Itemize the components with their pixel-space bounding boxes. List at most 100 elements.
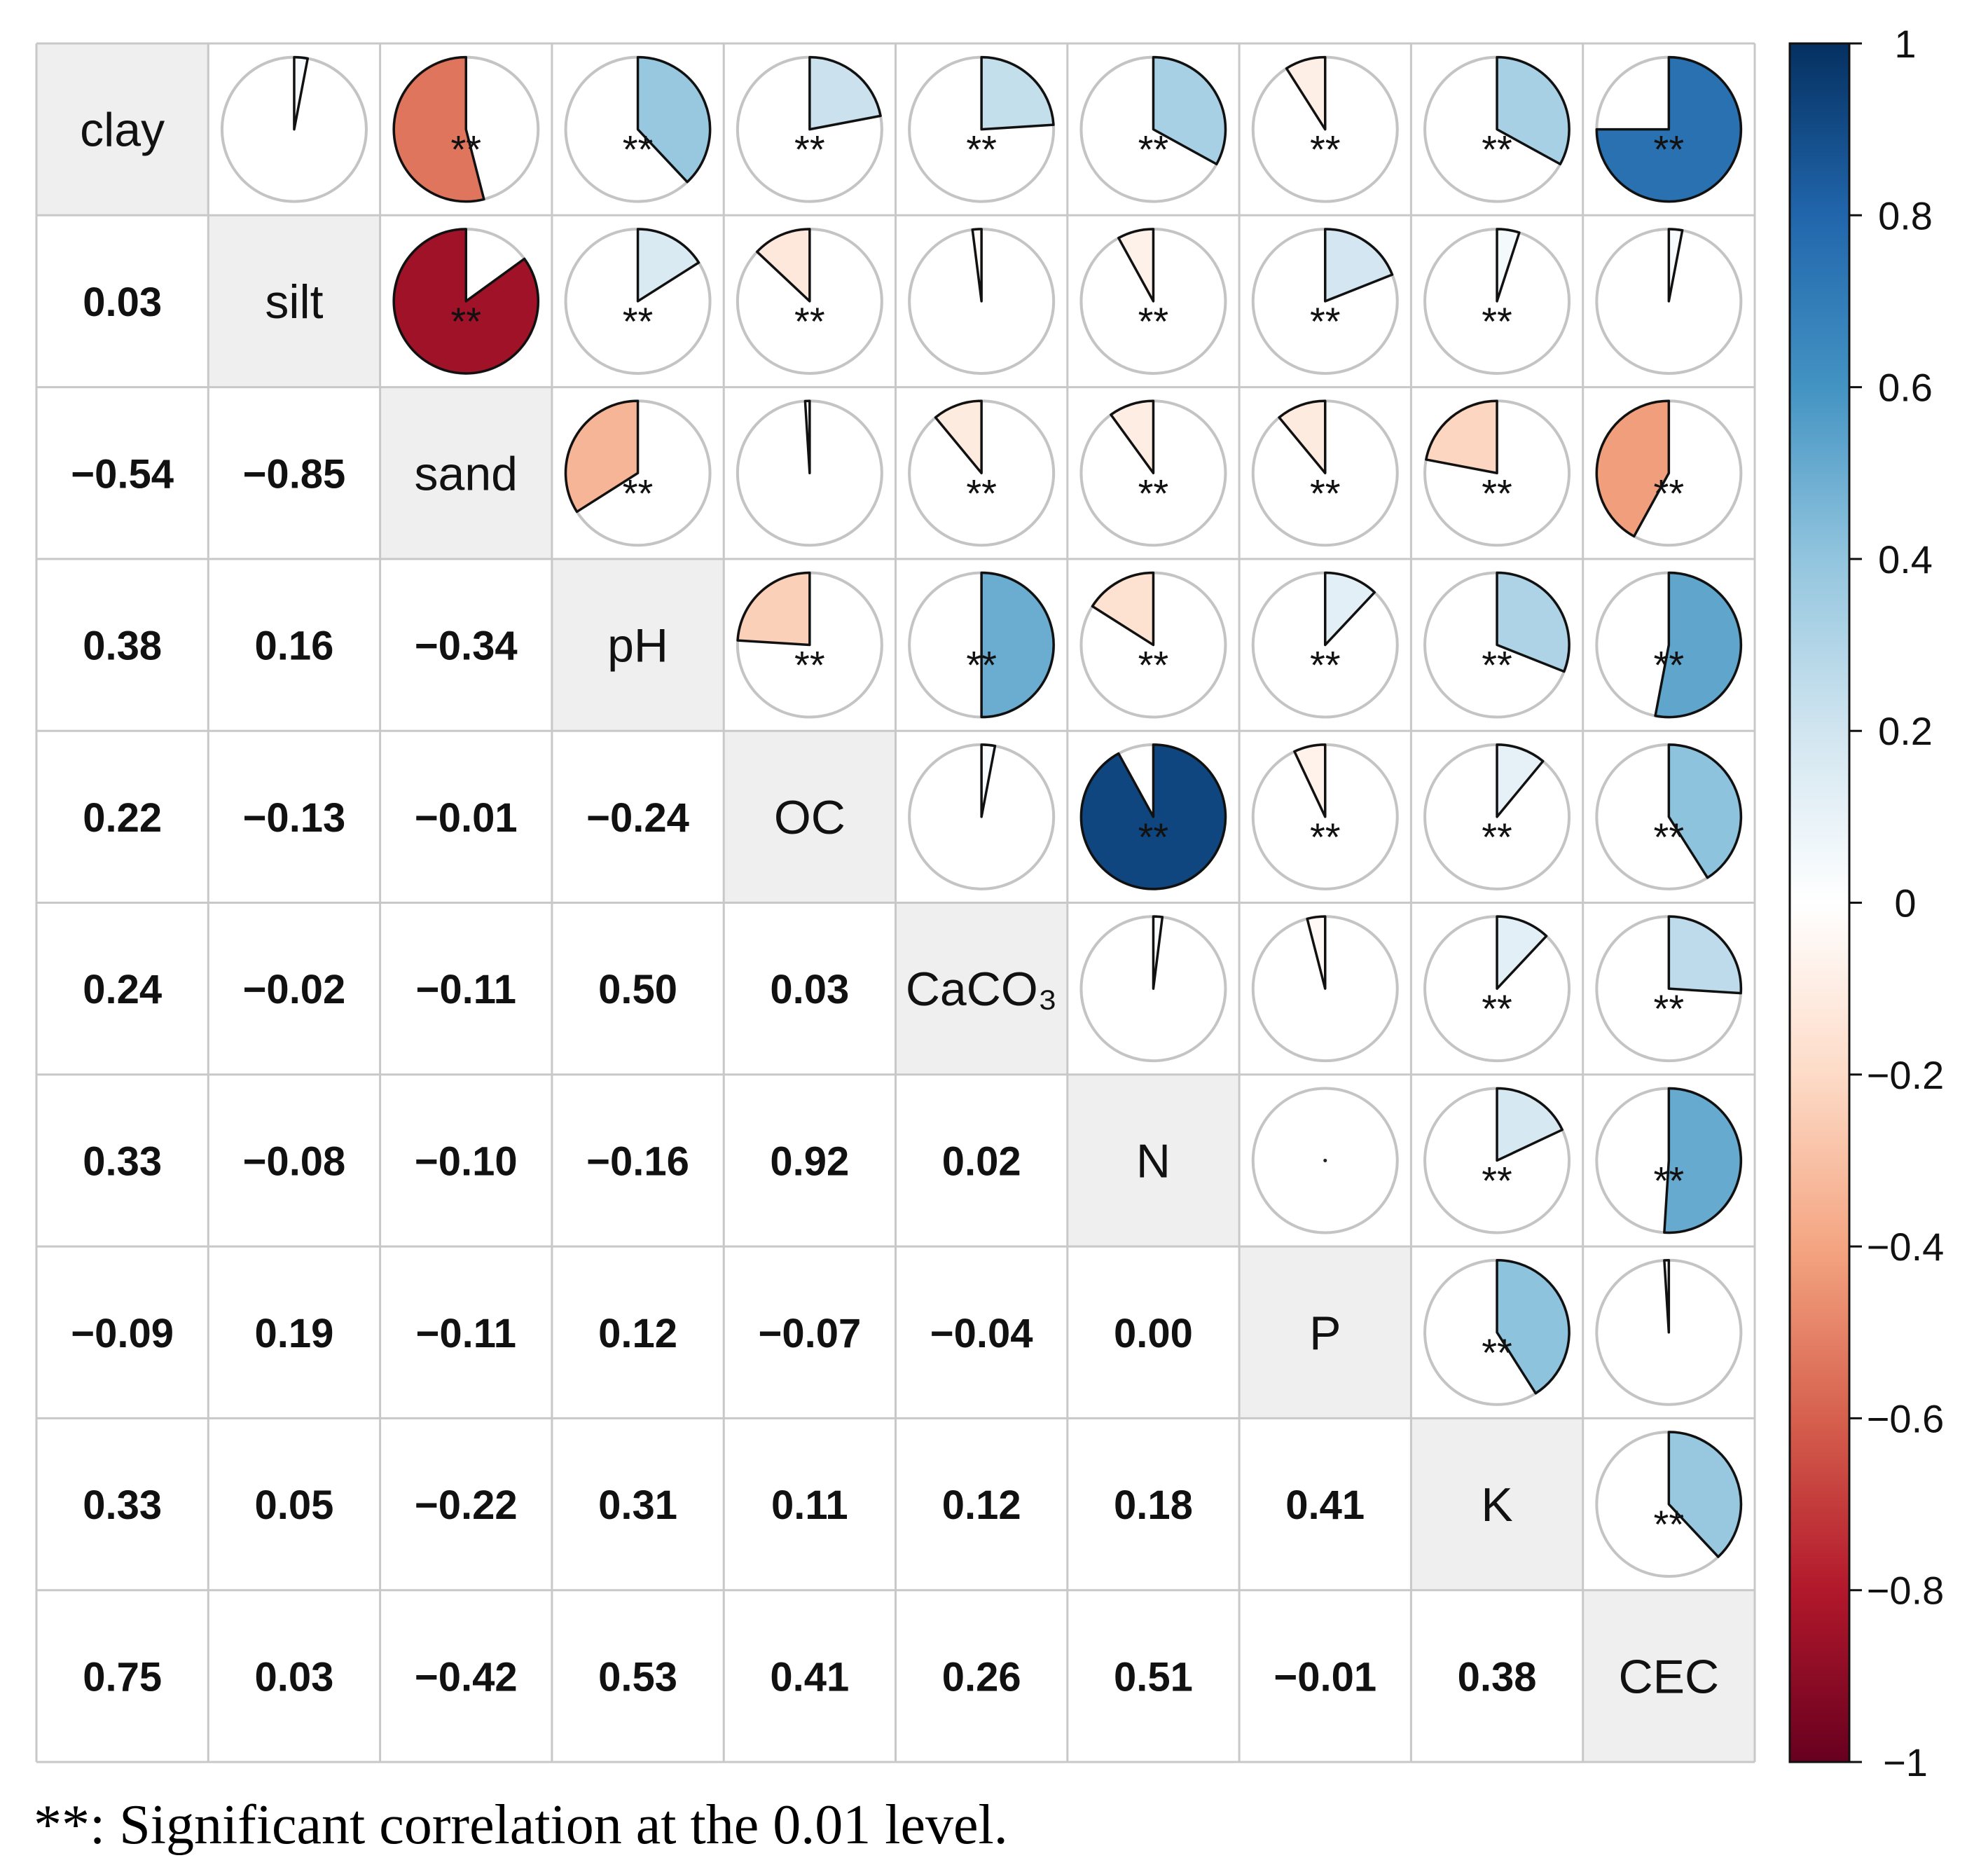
pie-slice — [934, 399, 983, 474]
significance-marker: ** — [966, 643, 997, 687]
pie-slice — [1152, 915, 1164, 990]
correlation-value: 0.53 — [598, 1654, 677, 1700]
correlation-value: −0.10 — [415, 1138, 518, 1184]
pie-slice — [1323, 1158, 1327, 1162]
correlation-value: 0.38 — [1458, 1654, 1537, 1700]
pie-slice — [971, 228, 983, 303]
pie-slice — [1667, 228, 1684, 303]
pie-slice — [1152, 55, 1227, 166]
footnote: **: Significant correlation at the 0.01 … — [34, 1794, 1008, 1856]
pie-slice — [1496, 1087, 1564, 1162]
variable-label: CEC — [1619, 1650, 1720, 1703]
pie-slice — [1278, 399, 1327, 474]
significance-marker: ** — [1654, 471, 1685, 515]
diagonal-cell — [895, 902, 1068, 1075]
correlation-value: −0.16 — [586, 1138, 689, 1184]
pie-slice — [293, 55, 309, 131]
colorbar-tick-label: −0.6 — [1867, 1396, 1945, 1440]
correlation-value: −0.24 — [586, 795, 689, 841]
colorbar-tick-label: 0.2 — [1878, 709, 1933, 753]
correlation-value: 0.18 — [1114, 1482, 1193, 1528]
diagonal-cell — [1067, 1074, 1240, 1247]
variable-label: sand — [415, 447, 518, 500]
pie-slice — [1324, 571, 1376, 647]
significance-marker: ** — [1482, 815, 1512, 859]
significance-marker: ** — [1310, 471, 1341, 515]
significance-marker: ** — [1138, 643, 1169, 687]
pie-slice — [1595, 399, 1671, 538]
correlation-value: 0.31 — [598, 1482, 677, 1528]
diagonal-cell — [1411, 1418, 1583, 1590]
correlation-value: 0.12 — [942, 1482, 1021, 1528]
colorbar-tick-label: 0.4 — [1878, 537, 1933, 581]
significance-marker: ** — [1654, 815, 1685, 859]
significance-marker: ** — [1310, 643, 1341, 687]
significance-marker: ** — [1654, 1502, 1685, 1546]
significance-marker: ** — [1654, 128, 1685, 172]
significance-marker: ** — [794, 128, 825, 172]
pie-slice — [803, 399, 811, 474]
correlation-value: −0.11 — [415, 967, 516, 1012]
pie-slice — [808, 55, 882, 131]
significance-marker: ** — [1654, 986, 1685, 1031]
pie-slice — [1654, 571, 1743, 719]
pie-slice — [636, 55, 712, 184]
variable-label: CaCO₃ — [906, 963, 1058, 1016]
diagonal-cell — [724, 731, 896, 903]
correlation-value: 0.05 — [255, 1482, 334, 1528]
pie-slice — [1117, 228, 1155, 303]
pie-slice — [1496, 743, 1545, 818]
variable-label: N — [1136, 1134, 1171, 1188]
pie-slice — [980, 55, 1055, 131]
colorbar-tick-label: 1 — [1894, 22, 1916, 66]
significance-marker: ** — [1138, 299, 1169, 343]
pie-slice — [1595, 55, 1743, 203]
correlation-value: −0.02 — [243, 967, 346, 1012]
variable-label: clay — [80, 104, 165, 157]
diagonal-cell — [36, 43, 209, 216]
correlation-value: 0.24 — [83, 967, 162, 1012]
correlation-value: 0.92 — [770, 1138, 849, 1184]
cells: clay ** ** ** ** ** ** ** ** 0.03 silt ** ** ** ** ** **… — [71, 55, 1743, 1703]
correlation-value: 0.33 — [83, 1138, 162, 1184]
variable-label: P — [1309, 1307, 1341, 1360]
pie-slice — [1293, 743, 1327, 818]
correlation-value: 0.41 — [1285, 1482, 1365, 1528]
correlation-value: 0.11 — [771, 1482, 848, 1528]
pie-slice — [1663, 1258, 1671, 1334]
significance-marker: ** — [1482, 986, 1512, 1031]
correlation-value: 0.50 — [598, 967, 677, 1012]
pie-slice — [1079, 743, 1227, 890]
pie-slice — [1496, 55, 1571, 166]
pie-slice — [1306, 915, 1327, 990]
colorbar-tick-label: −0.4 — [1867, 1225, 1945, 1269]
pie-slice — [1324, 228, 1394, 303]
correlation-value: 0.38 — [83, 624, 162, 669]
correlation-value: −0.34 — [415, 624, 518, 669]
significance-marker: ** — [1310, 815, 1341, 859]
colorbar-bar — [1788, 42, 1851, 1763]
correlation-value: 0.19 — [255, 1311, 334, 1356]
correlation-value: 0.12 — [598, 1311, 677, 1356]
correlation-value: −0.22 — [415, 1482, 518, 1528]
pie-slice — [564, 399, 640, 514]
significance-marker: ** — [1654, 1158, 1685, 1202]
pie-slice — [736, 571, 811, 647]
correlation-value: 0.51 — [1114, 1654, 1193, 1700]
variable-label: OC — [774, 791, 845, 844]
variable-label: silt — [265, 275, 323, 329]
significance-marker: ** — [794, 643, 825, 687]
correlation-value: −0.42 — [415, 1654, 518, 1700]
significance-marker: ** — [1654, 643, 1685, 687]
pie-slice — [980, 743, 997, 818]
significance-marker: ** — [450, 128, 481, 172]
pie-slice — [1496, 1259, 1571, 1395]
pie-slice — [1663, 1087, 1742, 1234]
correlation-value: −0.07 — [758, 1311, 861, 1356]
correlation-value: 0.03 — [83, 280, 162, 325]
significance-marker: ** — [1482, 1330, 1512, 1375]
pie-slice — [1667, 915, 1743, 995]
significance-marker: ** — [1482, 299, 1512, 343]
colorbar-tick-label: −0.2 — [1867, 1053, 1945, 1097]
